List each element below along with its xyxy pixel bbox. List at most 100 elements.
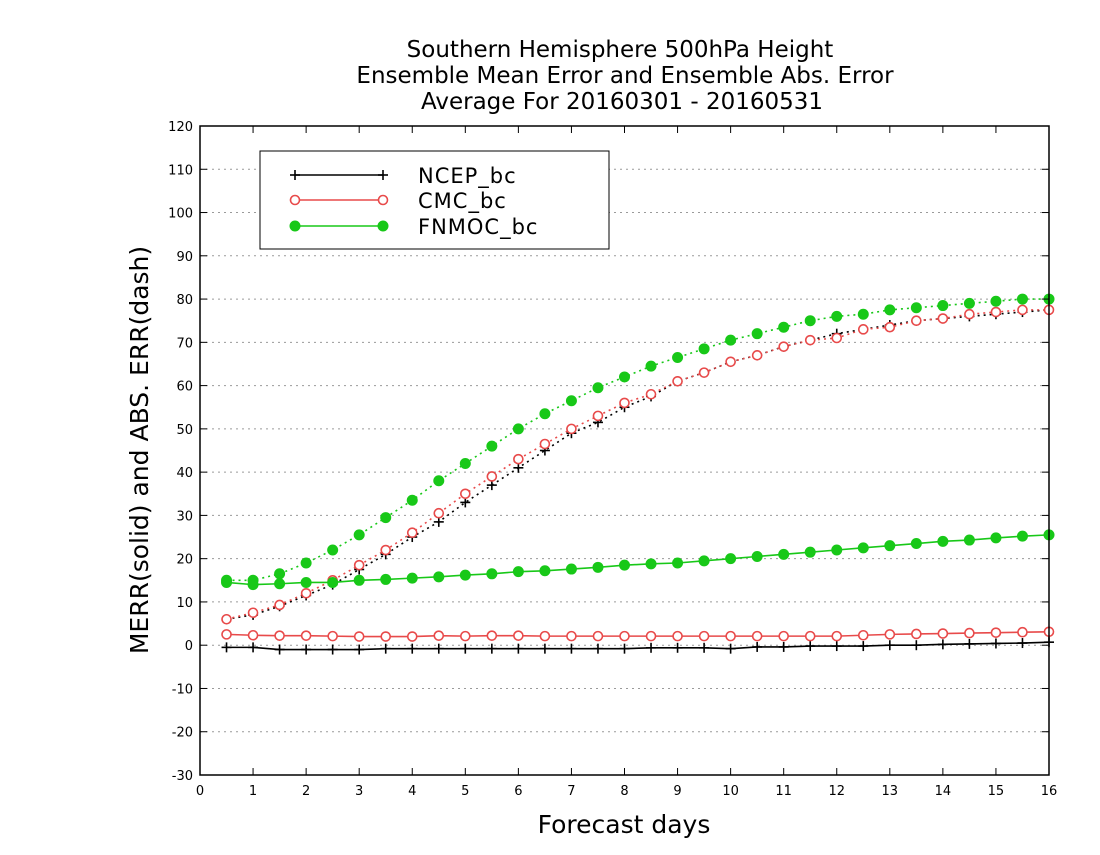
legend-label: FNMOC_bc <box>418 215 538 240</box>
merr-point <box>513 630 524 641</box>
x-tick-label: 6 <box>514 784 522 799</box>
abs-err-point <box>645 388 657 400</box>
merr-point <box>910 538 922 550</box>
x-tick-label: 5 <box>461 784 469 799</box>
series-abs-err-line <box>226 298 1049 582</box>
title-line-3: Average For 20160301 - 20160531 <box>421 89 823 115</box>
abs-err-point <box>831 332 843 344</box>
merr-point <box>619 643 630 654</box>
x-tick-label: 12 <box>828 784 845 799</box>
abs-err-point <box>1016 293 1028 305</box>
merr-point <box>301 644 312 655</box>
abs-err-point <box>353 559 365 571</box>
abs-err-point <box>406 494 418 506</box>
y-tick-label: 20 <box>176 553 193 568</box>
merr-point <box>566 630 577 642</box>
merr-point <box>274 578 286 590</box>
y-axis-title: MERR(solid) and ABS. ERR(dash) <box>125 246 154 654</box>
merr-point <box>327 644 338 655</box>
abs-err-point <box>937 300 949 312</box>
x-tick-label: 14 <box>935 784 952 799</box>
abs-err-point <box>274 568 286 580</box>
abs-err-point <box>619 371 630 383</box>
abs-err-point <box>486 480 497 491</box>
merr-point <box>486 643 497 654</box>
y-tick-label: 60 <box>176 380 193 395</box>
y-tick-label: -20 <box>172 726 193 741</box>
merr-point <box>725 630 736 642</box>
x-tick-label: 7 <box>567 784 575 799</box>
merr-point <box>459 569 471 581</box>
abs-err-point <box>857 324 869 335</box>
abs-err-point <box>486 440 498 452</box>
merr-point <box>566 643 577 654</box>
series-abs-err-line <box>226 309 1050 621</box>
merr-point <box>990 627 1002 638</box>
abs-err-point <box>884 304 896 316</box>
merr-point <box>884 540 896 552</box>
merr-point <box>1016 530 1028 542</box>
merr-point <box>221 576 233 588</box>
abs-err-point <box>433 516 444 527</box>
merr-point <box>406 631 418 642</box>
y-tick-label: 40 <box>176 466 193 481</box>
x-tick-label: 4 <box>408 784 416 799</box>
abs-err-point <box>698 367 710 378</box>
abs-err-point <box>751 350 763 361</box>
merr-point <box>354 644 365 655</box>
merr-point <box>380 573 392 585</box>
y-tick-label: 110 <box>168 163 193 178</box>
y-tick-label: 10 <box>176 596 193 611</box>
merr-point <box>592 630 604 642</box>
abs-err-point <box>353 529 365 541</box>
merr-point <box>539 565 551 577</box>
abs-err-point <box>539 408 551 420</box>
merr-point <box>221 629 232 640</box>
abs-err-point <box>539 438 551 450</box>
abs-err-point <box>460 488 471 500</box>
abs-err-point <box>937 313 949 324</box>
merr-point <box>592 561 604 573</box>
x-tick-label: 9 <box>673 784 681 799</box>
x-tick-label: 3 <box>355 784 363 799</box>
merr-point <box>805 641 816 652</box>
abs-err-point <box>645 360 657 372</box>
x-tick-label: 8 <box>620 784 628 799</box>
merr-point <box>911 628 922 640</box>
abs-err-point <box>300 587 312 599</box>
merr-point <box>778 630 789 642</box>
merr-point <box>565 563 577 575</box>
abs-err-point <box>565 395 577 407</box>
abs-err-point <box>433 475 445 487</box>
merr-point <box>433 571 445 583</box>
merr-point <box>433 630 445 641</box>
merr-point <box>804 546 816 558</box>
chart-title: Southern Hemisphere 500hPa Height Ensemb… <box>356 37 894 115</box>
merr-point <box>990 638 1001 649</box>
merr-point <box>274 630 285 641</box>
abs-err-point <box>778 321 790 333</box>
y-tick-label: 70 <box>176 336 193 351</box>
merr-point <box>300 576 312 588</box>
merr-point <box>831 630 843 642</box>
merr-point <box>513 643 524 654</box>
series-merr-line <box>226 534 1050 586</box>
merr-point <box>433 643 444 654</box>
abs-err-point <box>380 512 392 524</box>
abs-err-point <box>513 453 524 465</box>
abs-err-point <box>300 557 312 569</box>
merr-point <box>327 576 339 588</box>
merr-point <box>645 630 657 642</box>
merr-point <box>1017 638 1028 649</box>
series-markers <box>221 304 1054 655</box>
series-merr-line <box>226 630 1050 638</box>
y-tick-label: 50 <box>176 423 193 438</box>
merr-point <box>858 641 869 652</box>
x-tick-label: 16 <box>1041 784 1058 799</box>
abs-err-point <box>327 544 339 556</box>
abs-err-point <box>274 599 285 611</box>
y-tick-label: 0 <box>185 639 193 654</box>
y-tick-label: -10 <box>172 682 193 697</box>
series-merr-line <box>226 641 1050 651</box>
x-tick-label: 13 <box>882 784 899 799</box>
